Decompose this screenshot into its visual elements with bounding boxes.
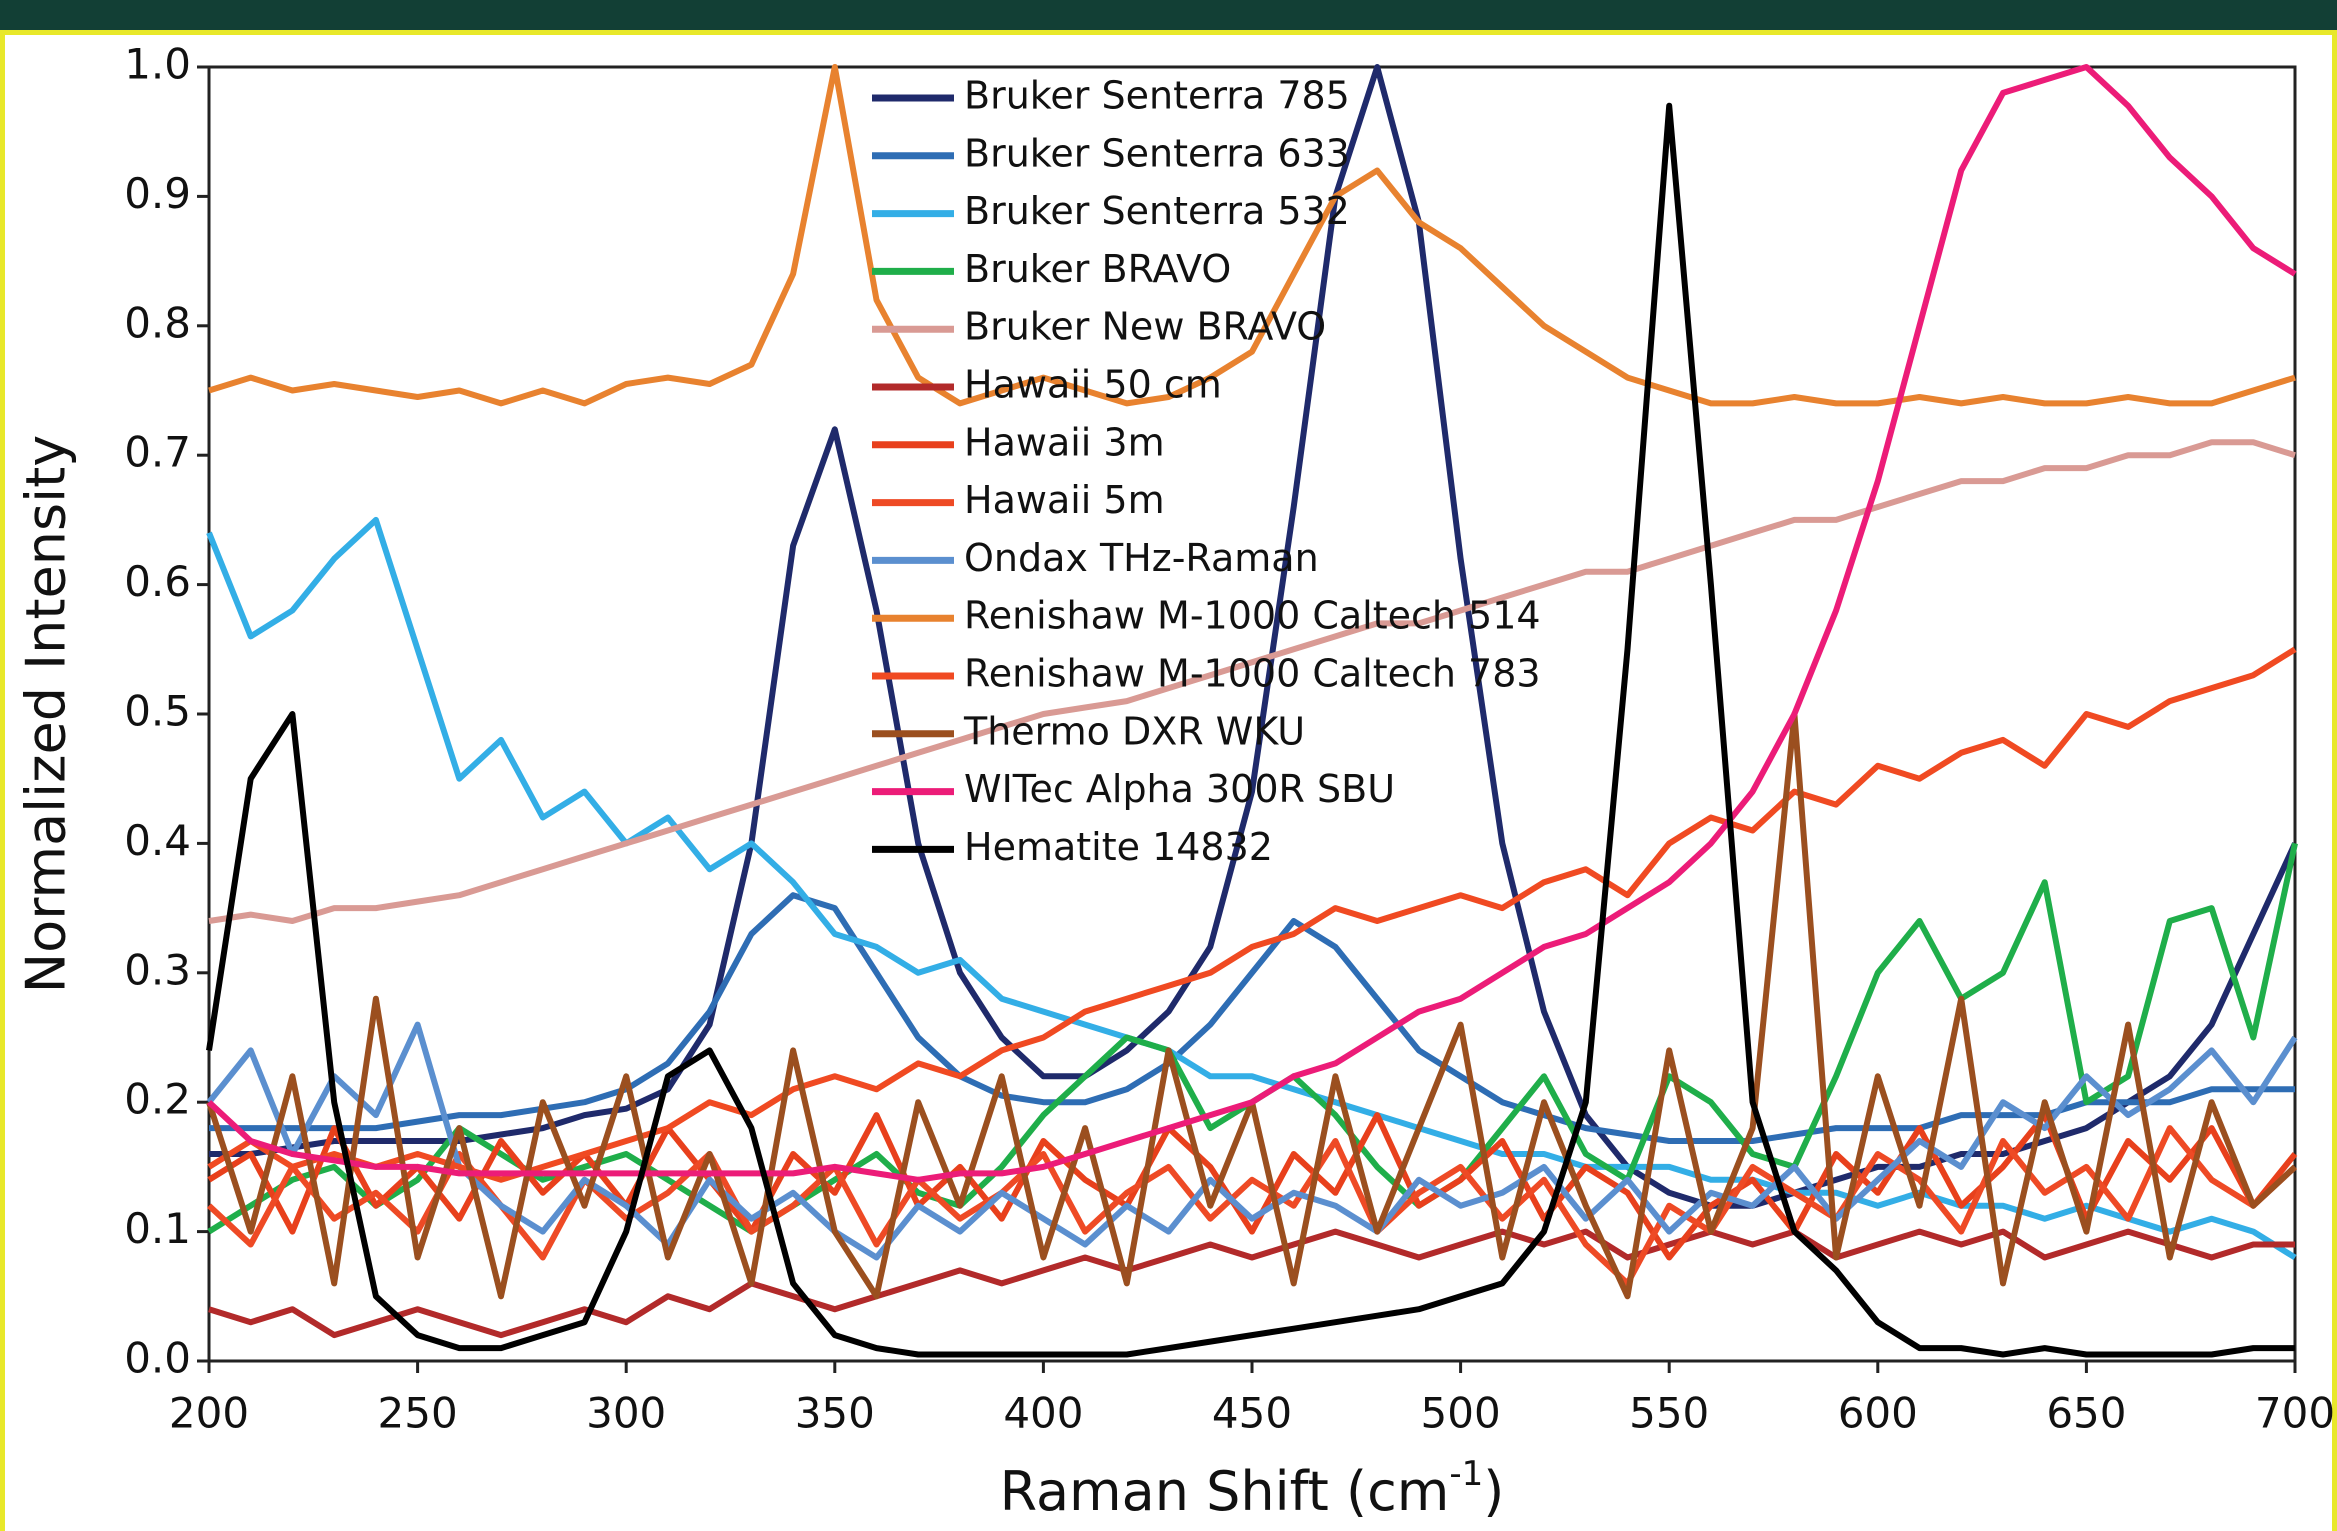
x-axis-title-end: ) [1483,1460,1504,1523]
legend-label: Bruker Senterra 633 [964,131,1350,175]
legend-label: Ondax THz-Raman [964,536,1319,580]
series-line [208,439,2296,924]
series-line [207,646,2297,1183]
y-tick-label: 0.3 [124,945,191,994]
legend-label: Hematite 14832 [964,825,1273,869]
legend-label: Hawaii 50 cm [964,363,1222,407]
y-tick-label: 0.5 [124,687,191,736]
y-axis-title: Normalized Intensity [15,435,78,993]
legend-label: Hawaii 3m [964,420,1165,464]
y-tick-label: 0.7 [124,428,191,477]
x-tick-label: 600 [1838,1389,1918,1438]
x-tick-label: 450 [1212,1389,1292,1438]
legend-label: Bruker New BRAVO [964,305,1326,349]
x-tick-label: 200 [169,1389,249,1438]
y-tick-label: 1.0 [124,40,191,89]
series-line [206,102,2295,1358]
x-axis-title-main: Raman Shift (cm [1000,1460,1450,1523]
x-tick-label: 700 [2255,1389,2335,1438]
series-line [207,1112,2298,1261]
y-tick-label: 0.2 [124,1075,191,1124]
x-tick-label: 300 [586,1389,666,1438]
y-tick-label: 0.8 [124,298,191,347]
series-line [206,1021,2298,1261]
x-tick-label: 550 [1629,1389,1709,1438]
series-line [206,1125,2298,1287]
y-tick-label: 0.1 [124,1204,191,1253]
y-tick-label: 0.9 [124,169,191,218]
y-tick-label: 0.6 [124,557,191,606]
legend-label: Renishaw M-1000 Caltech 514 [964,594,1541,638]
legend-label: Bruker Senterra 785 [964,74,1350,118]
series-line [208,64,2296,407]
x-tick-label: 500 [1421,1389,1501,1438]
x-axis-title-sup: -1 [1449,1454,1483,1494]
legend-label: Renishaw M-1000 Caltech 783 [964,652,1541,696]
chart-frame [0,30,2337,1531]
series-line [206,516,2297,1261]
x-tick-label: 650 [2046,1389,2126,1438]
series-line [209,892,2295,1144]
legend-label: Bruker Senterra 532 [964,189,1350,233]
legend-label: Hawaii 5m [964,478,1165,522]
series-line [206,64,2297,1183]
x-tick-label: 400 [1003,1389,1083,1438]
series-line [208,1228,2295,1339]
x-tick-label: 250 [378,1389,458,1438]
y-tick-label: 0.0 [124,1334,191,1383]
x-axis-title: Raman Shift (cm-1) [1000,1454,1505,1523]
x-tick-label: 350 [795,1389,875,1438]
legend-label: Thermo DXR WKU [963,709,1305,753]
legend-label: Bruker BRAVO [964,247,1231,291]
legend-label: WITec Alpha 300R SBU [964,767,1395,811]
y-tick-label: 0.4 [124,816,191,865]
